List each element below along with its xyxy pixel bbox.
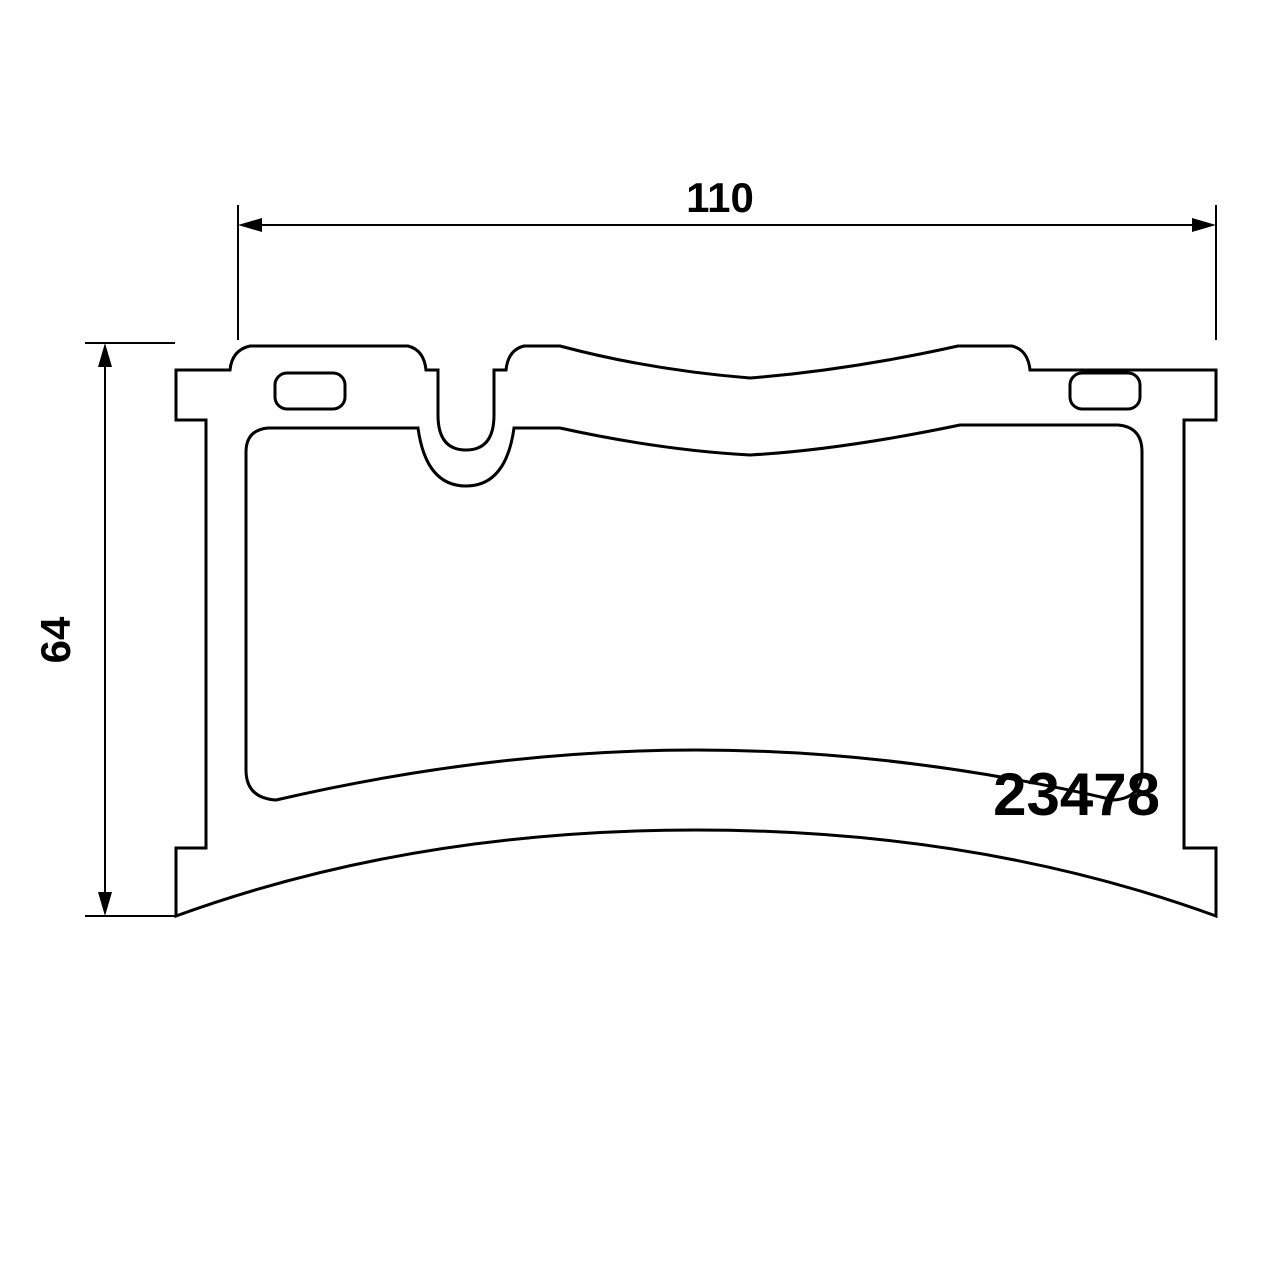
friction-surface [246,425,1142,800]
technical-drawing: 110 64 23478 [0,0,1275,1275]
height-dimension: 64 [32,343,175,916]
height-label: 64 [32,616,79,663]
width-label: 110 [686,174,754,221]
part-number: 23478 [993,761,1160,828]
width-dimension: 110 [238,174,1216,340]
brake-pad-outline [176,346,1216,916]
